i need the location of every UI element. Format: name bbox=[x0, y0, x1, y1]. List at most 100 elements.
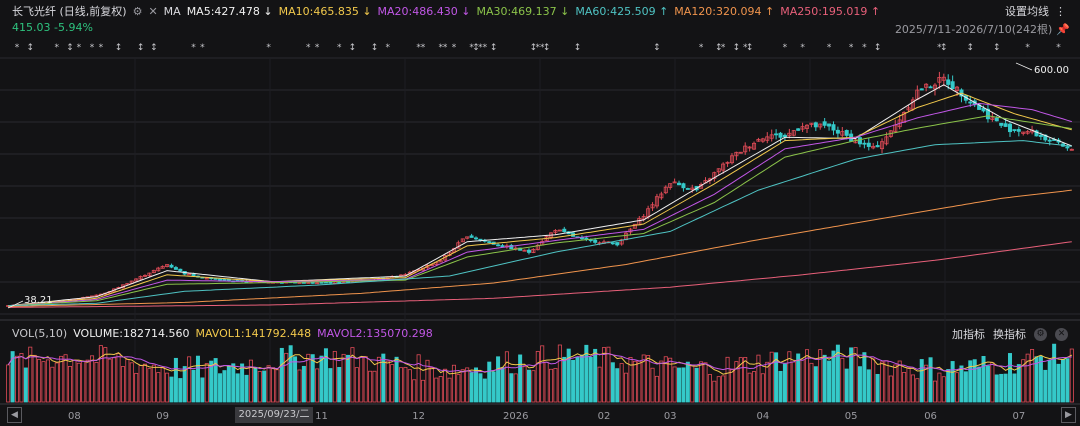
volume-bar bbox=[1021, 359, 1026, 403]
volume-bar bbox=[849, 347, 854, 403]
candle-body bbox=[385, 277, 390, 280]
candle-body bbox=[266, 281, 271, 284]
candle-body bbox=[646, 208, 651, 218]
candle-body bbox=[32, 303, 37, 306]
candle-body bbox=[1060, 143, 1065, 147]
event-marker: * bbox=[721, 43, 726, 53]
event-marker: ↕ bbox=[349, 43, 357, 53]
volume-bar bbox=[840, 357, 845, 403]
volume-bar bbox=[319, 355, 324, 403]
chart-header: 长飞光纤 (日线,前复权) ⚙ ✕ MA MA5:427.478 ↓ MA10:4… bbox=[12, 3, 880, 19]
candle-body bbox=[518, 247, 523, 251]
candle-body bbox=[526, 249, 531, 253]
candle-body bbox=[562, 228, 567, 233]
candle-body bbox=[747, 146, 752, 149]
volume-bar bbox=[871, 358, 876, 403]
pin-icon[interactable]: 📌 bbox=[1056, 22, 1070, 36]
more-icon[interactable]: ⋮ bbox=[1055, 4, 1066, 18]
volume-bar bbox=[624, 372, 629, 403]
candle-body bbox=[968, 101, 973, 104]
candle-body bbox=[703, 179, 708, 184]
volume-bar bbox=[116, 353, 121, 403]
event-marker: * bbox=[849, 43, 854, 53]
x-tick-label: 08 bbox=[68, 411, 81, 422]
volume-bar bbox=[403, 367, 408, 403]
candle-body bbox=[650, 204, 655, 209]
volume-bar bbox=[443, 368, 448, 403]
candle-body bbox=[50, 301, 55, 304]
volume-bar bbox=[531, 370, 536, 403]
x-tick-label: 02 bbox=[598, 411, 611, 422]
volume-bar bbox=[707, 374, 712, 403]
volume-bar bbox=[28, 346, 33, 403]
volume-bar bbox=[549, 368, 554, 403]
volume-bar bbox=[968, 360, 973, 403]
close-icon[interactable]: ✕ bbox=[1055, 327, 1068, 341]
candle-body bbox=[10, 304, 15, 307]
volume-bar bbox=[712, 380, 717, 403]
volume-bar bbox=[977, 366, 982, 403]
scroll-left-icon[interactable]: ◀ bbox=[7, 407, 22, 423]
candle-body bbox=[381, 277, 386, 280]
volume-bar bbox=[844, 368, 849, 403]
volume-bar bbox=[738, 357, 743, 403]
volume-bar bbox=[253, 366, 258, 403]
x-tick-label: 09 bbox=[156, 411, 169, 422]
price-change: 415.03 -5.94% bbox=[12, 21, 93, 34]
candle-body bbox=[571, 232, 576, 237]
candle-body bbox=[681, 183, 686, 189]
volume-tools: 加指标 换指标 ⚙ ✕ bbox=[952, 326, 1068, 342]
switch-indicator-button[interactable]: 换指标 bbox=[993, 328, 1026, 341]
candle-body bbox=[337, 281, 342, 284]
volume-bar bbox=[544, 361, 549, 403]
candle-body bbox=[257, 280, 262, 283]
volume-bar bbox=[941, 376, 946, 403]
candle-body bbox=[438, 260, 443, 263]
event-marker: ↕ bbox=[993, 43, 1001, 53]
candle-body bbox=[134, 278, 139, 282]
candle-body bbox=[151, 269, 156, 274]
candle-body bbox=[6, 305, 11, 307]
volume-bar bbox=[606, 346, 611, 403]
x-tick-label: 12 bbox=[412, 411, 425, 422]
candle-body bbox=[94, 294, 99, 297]
candle-body bbox=[72, 298, 77, 301]
volume-bar bbox=[478, 373, 483, 403]
volume-bar bbox=[646, 355, 651, 403]
ma-settings[interactable]: 设置均线 ⋮ bbox=[1005, 3, 1066, 19]
volume-bar bbox=[743, 357, 748, 403]
volume-bar bbox=[191, 369, 196, 403]
candle-body bbox=[504, 245, 509, 248]
volume-bar bbox=[231, 363, 236, 403]
volume-bar bbox=[535, 351, 540, 403]
event-marker: * bbox=[99, 43, 104, 53]
volume-bar bbox=[235, 373, 240, 403]
add-indicator-button[interactable]: 加指标 bbox=[952, 328, 985, 341]
volume-bar bbox=[769, 351, 774, 403]
volume-bar bbox=[337, 367, 342, 403]
volume-bar bbox=[685, 361, 690, 403]
gear-icon[interactable]: ⚙ bbox=[132, 4, 143, 18]
candle-body bbox=[628, 228, 633, 233]
scroll-right-icon[interactable]: ▶ bbox=[1061, 407, 1076, 423]
volume-bar bbox=[593, 348, 598, 403]
volume-bar bbox=[23, 367, 28, 403]
event-marker: ↕ bbox=[137, 43, 145, 53]
candle-body bbox=[1043, 134, 1048, 141]
candle-body bbox=[218, 278, 223, 281]
volume-bar bbox=[195, 355, 200, 403]
x-tick-label: 06 bbox=[924, 411, 937, 422]
settings-icon[interactable]: ⚙ bbox=[1034, 327, 1047, 341]
volume-bar bbox=[610, 362, 615, 403]
event-marker: * bbox=[385, 43, 390, 53]
event-marker: ↕ bbox=[574, 43, 582, 53]
event-marker: ↕ bbox=[115, 43, 123, 53]
volume-bar bbox=[690, 364, 695, 403]
candle-body bbox=[796, 128, 801, 131]
setting-label[interactable]: 设置均线 bbox=[1005, 5, 1049, 18]
volume-bar bbox=[632, 360, 637, 403]
close-icon[interactable]: ✕ bbox=[148, 4, 158, 18]
candle-body bbox=[566, 231, 571, 235]
